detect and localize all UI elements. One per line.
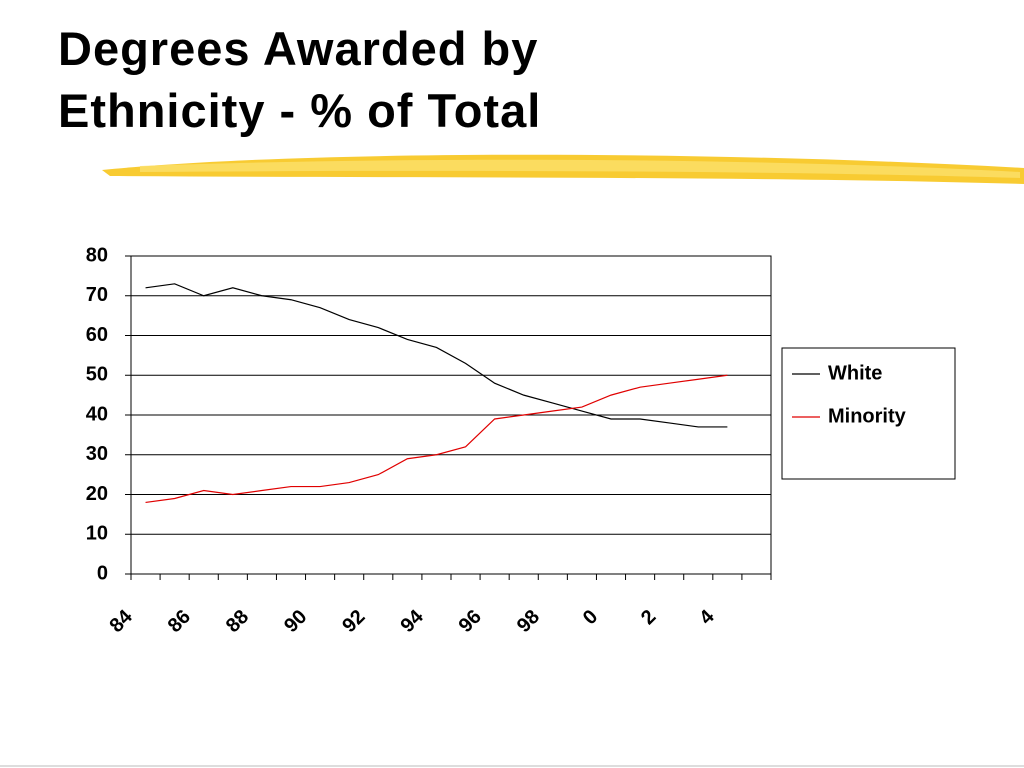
y-tick-label: 70 xyxy=(86,284,108,306)
data-line xyxy=(145,283,728,428)
legend-box xyxy=(781,347,956,480)
x-tick-label: 2 xyxy=(637,606,660,629)
x-tick-label: 94 xyxy=(396,605,428,637)
y-tick-label: 30 xyxy=(86,443,108,465)
slide-title: Degrees Awarded by Ethnicity - % of Tota… xyxy=(58,22,542,137)
x-tick-label: 98 xyxy=(513,606,544,637)
y-tick-label: 60 xyxy=(86,324,108,346)
x-tick-label: 4 xyxy=(695,605,719,629)
x-tick-label: 90 xyxy=(280,606,311,637)
x-tick-label: 92 xyxy=(338,606,369,637)
y-tick-label: 0 xyxy=(97,562,108,584)
x-tick-label: 96 xyxy=(455,606,486,637)
y-tick-label: 20 xyxy=(86,483,108,505)
y-tick-label: 80 xyxy=(86,244,108,266)
brush-stroke xyxy=(102,154,1024,184)
x-tick-label: 0 xyxy=(579,606,602,629)
x-tick-label: 86 xyxy=(164,606,195,637)
legend-label: White xyxy=(828,362,882,384)
x-tick-label: 88 xyxy=(222,606,253,637)
x-tick-label: 84 xyxy=(106,605,138,637)
data-line xyxy=(145,374,728,504)
y-tick-label: 40 xyxy=(86,403,108,425)
y-tick-label: 10 xyxy=(86,523,108,545)
legend-label: Minority xyxy=(828,405,907,427)
y-tick-label: 50 xyxy=(86,364,108,386)
